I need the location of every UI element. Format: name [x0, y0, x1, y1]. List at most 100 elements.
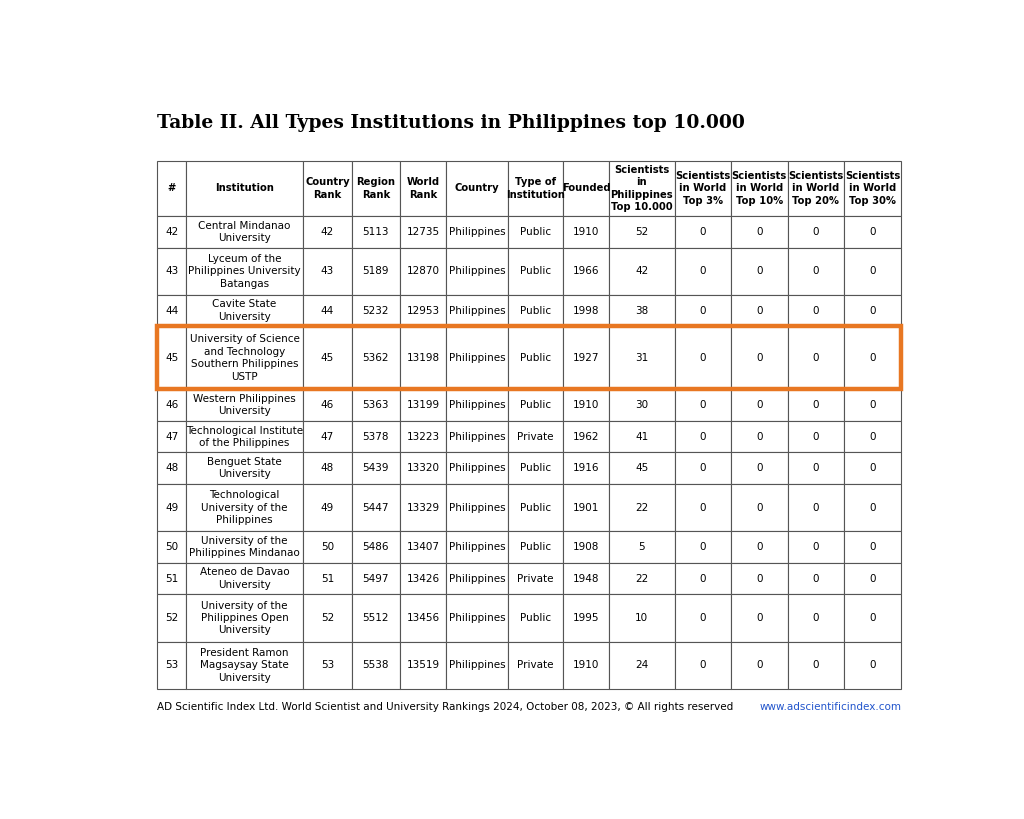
Bar — [446, 327, 508, 390]
Bar — [609, 484, 675, 532]
Text: 13329: 13329 — [407, 503, 439, 513]
Bar — [609, 641, 675, 689]
Bar — [400, 421, 446, 452]
Bar — [158, 295, 185, 327]
Bar — [731, 247, 787, 295]
Text: 52: 52 — [635, 227, 648, 237]
Text: 44: 44 — [321, 305, 334, 315]
Text: Type of
Institution: Type of Institution — [506, 177, 565, 200]
Text: 1910: 1910 — [572, 227, 599, 237]
Text: 48: 48 — [165, 464, 178, 473]
Bar — [446, 247, 508, 295]
Bar — [400, 641, 446, 689]
Bar — [303, 161, 351, 216]
Text: 0: 0 — [756, 266, 763, 276]
Text: 0: 0 — [699, 464, 707, 473]
Bar — [400, 532, 446, 563]
Bar — [351, 327, 400, 390]
Bar — [609, 532, 675, 563]
Bar — [351, 390, 400, 421]
Text: University of the
Philippines Mindanao: University of the Philippines Mindanao — [189, 536, 300, 559]
Bar — [158, 595, 185, 641]
Bar — [158, 327, 901, 390]
Bar — [675, 421, 731, 452]
Text: Public: Public — [520, 503, 551, 513]
Bar — [303, 327, 351, 390]
Text: 0: 0 — [756, 353, 763, 363]
Bar — [731, 421, 787, 452]
Bar — [185, 247, 303, 295]
Text: 13320: 13320 — [407, 464, 439, 473]
Bar — [731, 452, 787, 484]
Bar — [185, 216, 303, 247]
Text: 0: 0 — [869, 227, 877, 237]
Text: 0: 0 — [813, 227, 819, 237]
Text: 13198: 13198 — [407, 353, 439, 363]
Text: Benguet State
University: Benguet State University — [207, 457, 282, 479]
Text: 0: 0 — [756, 613, 763, 623]
Bar — [844, 484, 901, 532]
Text: 5: 5 — [639, 542, 645, 552]
Text: Region
Rank: Region Rank — [356, 177, 395, 200]
Text: Philippines: Philippines — [449, 305, 505, 315]
Text: 0: 0 — [813, 305, 819, 315]
Bar — [185, 327, 303, 390]
Text: 1916: 1916 — [572, 464, 599, 473]
Text: 12735: 12735 — [407, 227, 439, 237]
Bar — [731, 641, 787, 689]
Text: 0: 0 — [813, 432, 819, 441]
Text: Philippines: Philippines — [449, 266, 505, 276]
Bar — [787, 327, 844, 390]
Text: 0: 0 — [699, 227, 707, 237]
Bar — [787, 247, 844, 295]
Text: 13456: 13456 — [407, 613, 439, 623]
Bar — [731, 327, 787, 390]
Text: www.adscientificindex.com: www.adscientificindex.com — [760, 702, 901, 712]
Bar — [675, 532, 731, 563]
Bar — [303, 390, 351, 421]
Text: 47: 47 — [165, 432, 178, 441]
Bar — [675, 247, 731, 295]
Text: 0: 0 — [813, 660, 819, 670]
Bar — [400, 595, 446, 641]
Bar — [731, 484, 787, 532]
Text: 0: 0 — [699, 400, 707, 410]
Text: Scientists
in
Philippines
Top 10.000: Scientists in Philippines Top 10.000 — [610, 165, 673, 212]
Bar — [844, 161, 901, 216]
Text: 1901: 1901 — [572, 503, 599, 513]
Text: 0: 0 — [869, 503, 877, 513]
Bar — [731, 161, 787, 216]
Bar — [731, 532, 787, 563]
Text: Philippines: Philippines — [449, 660, 505, 670]
Bar — [844, 641, 901, 689]
Bar — [844, 563, 901, 595]
Bar — [400, 327, 446, 390]
Bar — [303, 421, 351, 452]
Bar — [675, 452, 731, 484]
Bar — [185, 295, 303, 327]
Text: 52: 52 — [321, 613, 334, 623]
Text: 0: 0 — [756, 227, 763, 237]
Bar — [787, 161, 844, 216]
Text: Country
Rank: Country Rank — [305, 177, 350, 200]
Bar — [400, 390, 446, 421]
Bar — [844, 216, 901, 247]
Bar — [446, 295, 508, 327]
Bar — [185, 595, 303, 641]
Text: 22: 22 — [635, 573, 648, 584]
Text: 0: 0 — [756, 660, 763, 670]
Bar — [400, 216, 446, 247]
Text: 46: 46 — [165, 400, 178, 410]
Text: Public: Public — [520, 227, 551, 237]
Text: 0: 0 — [869, 400, 877, 410]
Bar — [731, 595, 787, 641]
Bar — [675, 641, 731, 689]
Bar — [675, 216, 731, 247]
Text: 1908: 1908 — [572, 542, 599, 552]
Text: 50: 50 — [321, 542, 334, 552]
Bar — [787, 295, 844, 327]
Text: 43: 43 — [321, 266, 334, 276]
Text: 52: 52 — [165, 613, 178, 623]
Bar — [609, 452, 675, 484]
Text: 50: 50 — [165, 542, 178, 552]
